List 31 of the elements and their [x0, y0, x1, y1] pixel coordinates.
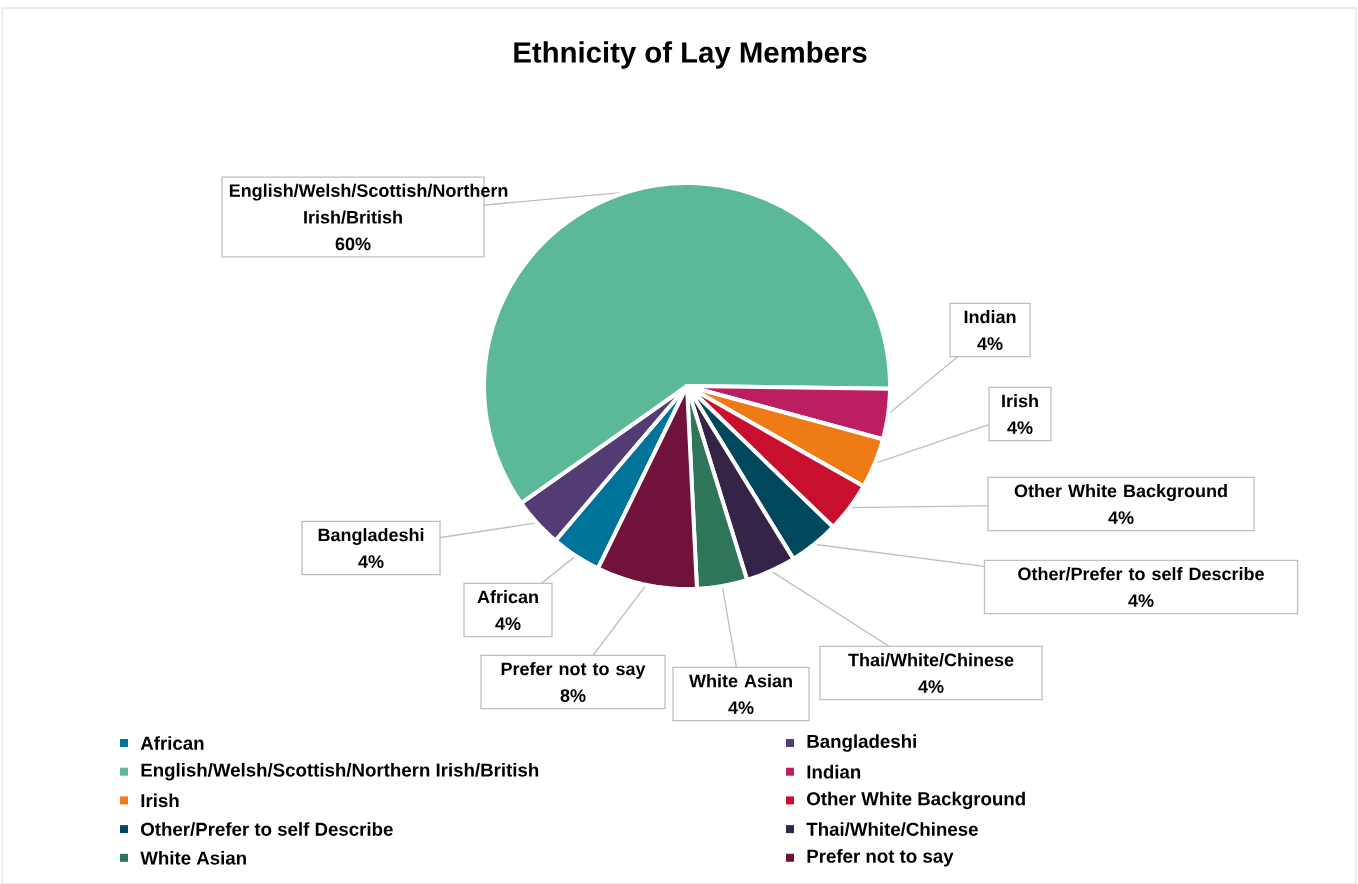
chart-title: Ethnicity of Lay Members: [514, 41, 867, 69]
data-label: 60%: [335, 237, 371, 251]
data-label: 4%: [1128, 594, 1154, 607]
data-label: 4%: [728, 701, 754, 714]
legend-label: African: [140, 736, 204, 750]
slice-label: English/Welsh/Scottish/Northern Irish/British: [229, 183, 508, 224]
slice-label: Thai/White/Chinese: [848, 653, 1014, 667]
slice-label: African: [477, 590, 538, 604]
legend-label: Other White Background: [807, 791, 1025, 810]
legend-label: Irish: [141, 793, 179, 808]
legend-label: Indian: [807, 764, 861, 779]
data-label: 4%: [977, 337, 1003, 350]
legend-label: Prefer not to say: [807, 849, 954, 867]
legend-label: Other/Prefer to self Describe: [141, 822, 393, 837]
legend-label: White Asian: [140, 850, 246, 865]
slice-label: White Asian: [689, 674, 792, 688]
data-label: 8%: [560, 689, 586, 702]
data-label: 4%: [1007, 421, 1033, 434]
data-label: 4%: [1108, 511, 1134, 524]
slice-label: Irish: [1002, 394, 1038, 408]
legend-label: Thai/White/Chinese: [806, 822, 978, 837]
legend-label: Bangladeshi: [807, 734, 916, 752]
data-label: 4%: [358, 555, 384, 568]
slice-label: Other/Prefer to self Describe: [1018, 567, 1264, 581]
slice-label: Other White Background: [1014, 484, 1227, 501]
data-label: 4%: [495, 617, 521, 630]
data-label: 4%: [918, 680, 944, 693]
slice-label: Indian: [964, 310, 1016, 324]
legend-label: English/Welsh/Scottish/Northern Irish/British: [141, 762, 539, 781]
slice-label: Bangladeshi: [318, 528, 424, 545]
slice-label: Prefer not to say: [501, 662, 646, 679]
